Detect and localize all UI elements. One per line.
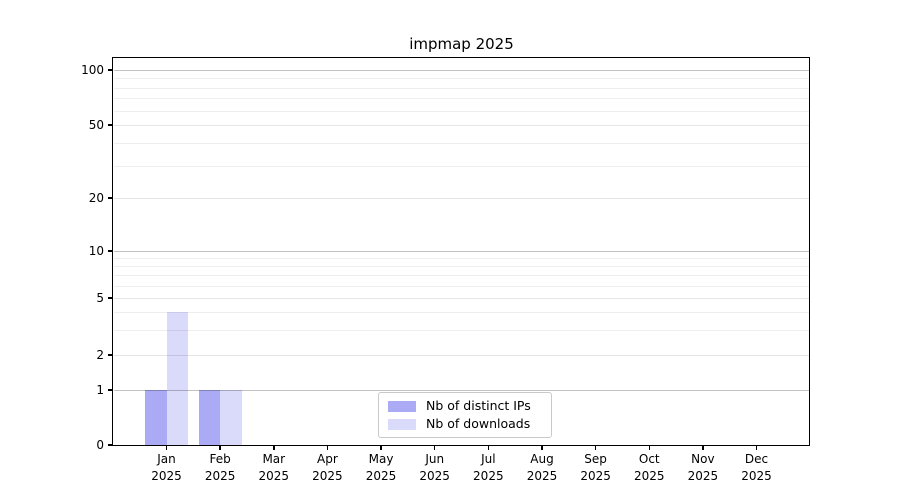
y-tick-mark-2: [108, 354, 112, 356]
x-tick-label-mar: Mar 2025: [258, 452, 290, 483]
gridline-20: [114, 198, 809, 199]
y-tick-mark-5: [108, 297, 112, 299]
x-tick-mark-jul: [487, 446, 490, 450]
x-tick-label-jun: Jun 2025: [419, 452, 450, 483]
y-tick-label-50: 50: [88, 118, 104, 132]
gridline-minor-30: [114, 165, 809, 167]
bar-distinct-ips-jan: [145, 390, 167, 445]
x-tick-mark-feb: [219, 446, 221, 450]
gridline-major-1: [114, 390, 809, 391]
x-tick-label-sep: Sep 2025: [580, 452, 611, 483]
gridline-50: [114, 125, 809, 126]
bar-downloads-jan: [166, 311, 188, 445]
y-tick-mark-0: [108, 444, 112, 446]
gridline-minor-6: [114, 285, 809, 287]
x-tick-mark-mar: [273, 446, 275, 450]
y-tick-label-10: 10: [88, 244, 104, 258]
x-tick-mark-oct: [648, 446, 650, 450]
legend-swatch-distinct-ips: [388, 400, 416, 412]
gridline-minor-80: [114, 87, 809, 89]
y-tick-label-1: 1: [96, 383, 104, 397]
x-tick-mark-sep: [594, 446, 597, 450]
chart-title: impmap 2025: [409, 35, 514, 53]
legend-swatch-downloads: [388, 418, 416, 430]
legend-row-distinct-ips: Nb of distinct IPs: [388, 399, 542, 413]
gridline-minor-7: [114, 275, 809, 277]
y-tick-label-20: 20: [88, 191, 104, 205]
plot-area: [112, 57, 810, 446]
y-tick-mark-1: [108, 389, 112, 391]
x-tick-mark-apr: [326, 446, 329, 450]
y-tick-mark-100: [108, 69, 112, 71]
x-tick-label-feb: Feb 2025: [204, 452, 236, 483]
x-tick-mark-jun: [433, 446, 436, 450]
gridline-minor-9: [114, 258, 809, 260]
bar-distinct-ips-feb: [198, 390, 221, 445]
bar-downloads-feb: [220, 390, 242, 445]
x-tick-label-nov: Nov 2025: [687, 452, 719, 483]
gridline-major-10: [114, 251, 809, 252]
legend-row-downloads: Nb of downloads: [388, 417, 542, 431]
gridline-2: [114, 355, 809, 356]
gridline-minor-4: [114, 311, 809, 313]
x-tick-label-dec: Dec 2025: [741, 452, 772, 483]
gridline-minor-3: [114, 329, 809, 331]
legend: Nb of distinct IPs Nb of downloads: [378, 392, 552, 438]
gridline-major-100: [114, 70, 809, 71]
gridline-minor-8: [114, 266, 809, 268]
y-tick-label-5: 5: [96, 291, 104, 305]
y-tick-label-2: 2: [96, 348, 104, 362]
y-tick-label-0: 0: [96, 438, 104, 452]
x-tick-label-jul: Jul 2025: [473, 452, 504, 483]
gridline-5: [114, 298, 809, 299]
x-tick-label-oct: Oct 2025: [633, 452, 665, 483]
y-tick-mark-20: [108, 197, 112, 199]
gridline-minor-60: [114, 110, 809, 112]
x-tick-label-aug: Aug 2025: [526, 452, 558, 483]
x-tick-label-apr: Apr 2025: [312, 452, 343, 483]
x-tick-mark-nov: [702, 446, 704, 450]
x-tick-label-may: May 2025: [365, 452, 397, 483]
y-tick-mark-50: [108, 124, 112, 126]
x-tick-mark-may: [380, 446, 382, 450]
x-tick-label-jan: Jan 2025: [151, 452, 182, 483]
x-tick-mark-aug: [541, 446, 543, 450]
gridline-minor-70: [114, 98, 809, 100]
x-tick-mark-jan: [165, 446, 168, 450]
y-tick-mark-10: [108, 250, 112, 252]
legend-label: Nb of downloads: [426, 416, 531, 431]
x-tick-mark-dec: [755, 446, 758, 450]
gridline-minor-40: [114, 142, 809, 144]
y-tick-label-100: 100: [81, 63, 104, 77]
gridline-minor-90: [114, 78, 809, 80]
legend-label: Nb of distinct IPs: [426, 398, 531, 413]
